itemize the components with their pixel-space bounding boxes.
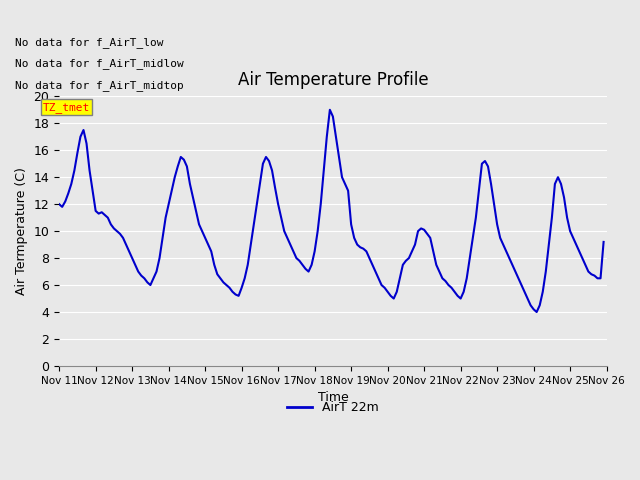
Text: No data for f_AirT_midlow: No data for f_AirT_midlow	[15, 59, 184, 70]
Y-axis label: Air Termperature (C): Air Termperature (C)	[15, 167, 28, 295]
Text: No data for f_AirT_midtop: No data for f_AirT_midtop	[15, 80, 184, 91]
X-axis label: Time: Time	[317, 391, 348, 404]
Title: Air Temperature Profile: Air Temperature Profile	[237, 71, 428, 89]
Text: TZ_tmet: TZ_tmet	[43, 102, 90, 113]
Legend: AirT 22m: AirT 22m	[282, 396, 384, 419]
Text: No data for f_AirT_low: No data for f_AirT_low	[15, 37, 164, 48]
